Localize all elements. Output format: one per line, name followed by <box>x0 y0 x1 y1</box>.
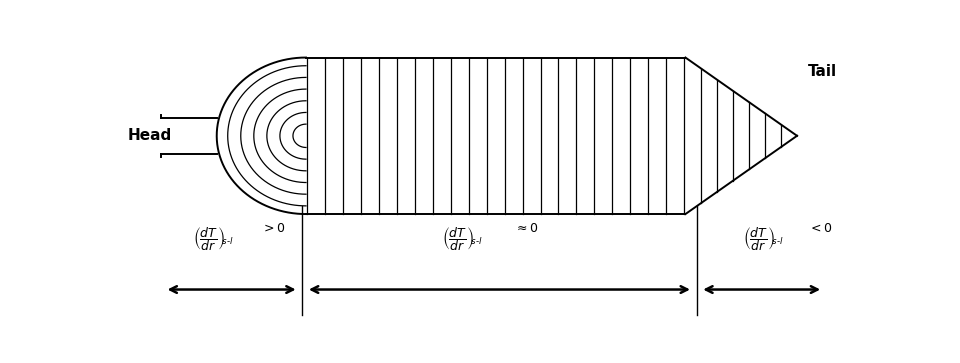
Text: $> 0$: $> 0$ <box>261 221 286 234</box>
Text: Head: Head <box>128 128 172 143</box>
Text: Tail: Tail <box>808 64 837 79</box>
Text: $\left(\dfrac{dT}{dr}\right)_{\!\!s\text{-}l}$: $\left(\dfrac{dT}{dr}\right)_{\!\!s\text… <box>743 225 784 253</box>
Text: $\left(\dfrac{dT}{dr}\right)_{\!\!s\text{-}l}$: $\left(\dfrac{dT}{dr}\right)_{\!\!s\text… <box>442 225 483 253</box>
Text: $\approx 0$: $\approx 0$ <box>515 221 539 234</box>
Text: $\left(\dfrac{dT}{dr}\right)_{\!\!s\text{-}l}$: $\left(\dfrac{dT}{dr}\right)_{\!\!s\text… <box>193 225 233 253</box>
Text: $< 0$: $< 0$ <box>808 221 832 234</box>
